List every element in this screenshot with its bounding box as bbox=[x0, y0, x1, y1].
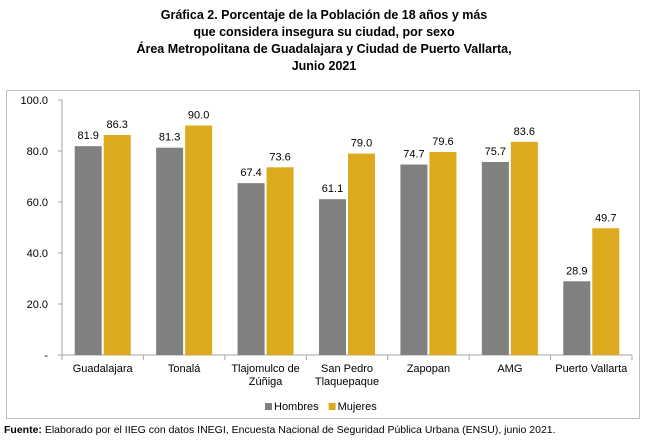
x-tick-label: Tlajomulco de bbox=[231, 363, 299, 375]
bar-hombres bbox=[237, 183, 265, 355]
data-label-mujeres: 73.6 bbox=[269, 151, 290, 163]
bar-mujeres bbox=[103, 134, 131, 355]
chart-title-line-4: Junio 2021 bbox=[291, 59, 357, 73]
data-label-mujeres: 79.6 bbox=[432, 136, 453, 148]
x-tick-label: Puerto Vallarta bbox=[555, 363, 628, 375]
y-tick-label: 100.0 bbox=[20, 95, 48, 107]
source-note: Fuente: Elaborado por el IIEG con datos … bbox=[4, 424, 644, 436]
chart-title-line-3: Área Metropolitana de Guadalajara y Ciud… bbox=[136, 42, 512, 56]
x-tick-label: Zapopan bbox=[407, 363, 450, 375]
data-label-hombres: 67.4 bbox=[240, 167, 261, 179]
bar-hombres bbox=[400, 164, 428, 355]
legend-swatch-hombres bbox=[265, 403, 272, 410]
bar-mujeres bbox=[592, 228, 620, 355]
bar-hombres bbox=[74, 146, 102, 355]
data-label-mujeres: 86.3 bbox=[107, 119, 128, 131]
legend-label-mujeres: Mujeres bbox=[338, 401, 378, 413]
x-tick-label: Tlaquepaque bbox=[315, 376, 379, 388]
legend-label-hombres: Hombres bbox=[274, 401, 319, 413]
data-label-hombres: 61.1 bbox=[322, 183, 343, 195]
bar-hombres bbox=[481, 161, 509, 355]
chart-title-line-2: que considera insegura su ciudad, por se… bbox=[193, 25, 455, 39]
bar-mujeres bbox=[348, 153, 375, 355]
data-label-hombres: 74.7 bbox=[403, 149, 424, 161]
data-label-mujeres: 90.0 bbox=[188, 110, 209, 122]
x-tick-label: Guadalajara bbox=[73, 363, 134, 375]
source-label: Fuente: bbox=[4, 424, 42, 436]
data-label-hombres: 75.7 bbox=[485, 146, 506, 158]
data-label-hombres: 81.9 bbox=[78, 130, 99, 142]
y-tick-label: 20.0 bbox=[27, 299, 48, 311]
bar-hombres bbox=[319, 199, 346, 355]
bar-hombres bbox=[156, 147, 184, 355]
bar-mujeres bbox=[266, 167, 294, 355]
bar-mujeres bbox=[185, 125, 213, 355]
chart-frame bbox=[6, 90, 640, 419]
y-tick-label: 40.0 bbox=[27, 248, 48, 260]
x-tick-label: San Pedro bbox=[321, 363, 373, 375]
bar-hombres bbox=[563, 281, 591, 355]
data-label-hombres: 28.9 bbox=[566, 265, 587, 277]
bar-mujeres bbox=[429, 152, 457, 355]
data-label-mujeres: 83.6 bbox=[514, 126, 535, 138]
y-tick-label: - bbox=[44, 350, 48, 362]
source-text: Elaborado por el IIEG con datos INEGI, E… bbox=[41, 424, 556, 436]
data-label-mujeres: 49.7 bbox=[595, 212, 616, 224]
x-tick-label: AMG bbox=[497, 363, 522, 375]
data-label-mujeres: 79.0 bbox=[351, 138, 372, 150]
data-label-hombres: 81.3 bbox=[159, 132, 180, 144]
bar-mujeres bbox=[510, 141, 538, 355]
y-tick-label: 80.0 bbox=[27, 146, 48, 158]
chart-title-line-1: Gráfica 2. Porcentaje de la Población de… bbox=[160, 8, 488, 22]
x-tick-label: Zúñiga bbox=[249, 376, 284, 388]
chart-title: Gráfica 2. Porcentaje de la Población de… bbox=[0, 7, 648, 75]
x-tick-label: Tonalá bbox=[168, 363, 201, 375]
legend-swatch-mujeres bbox=[328, 403, 336, 410]
y-tick-label: 60.0 bbox=[27, 197, 48, 209]
